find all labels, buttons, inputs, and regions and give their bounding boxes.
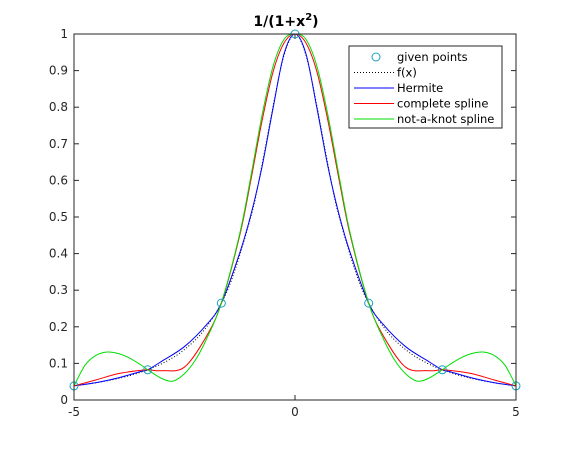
legend-complete-spline-label: complete spline [397,97,488,111]
legend-not-a-knot-spline-label: not-a-knot spline [397,112,494,126]
y-tick-label: 0.3 [49,283,68,297]
plot-frame [73,33,517,401]
legend-hermite-label: Hermite [397,81,443,95]
complete-spline-line [74,34,516,387]
y-tick-label: 0.2 [49,320,68,334]
fx-line [74,34,516,387]
legend: given points f(x)Hermite complete splineno… [348,45,503,129]
legend-given-points-swatch [371,52,381,62]
x-tick-label: 5 [512,405,520,419]
y-tick-label: 0.9 [49,64,68,78]
y-axis: 0 0.1 0.2 0.3 0.4 0.5 0.6 0.7 0.8 0.9 1 [49,27,516,407]
given-point-marker [364,298,374,308]
x-tick-label: 0 [291,405,299,419]
chart-title: 1/(1+x2) [253,12,318,30]
x-tick-label: -5 [68,405,80,419]
y-tick-label: 0.1 [49,356,68,370]
series-layer [74,34,516,387]
given-point-marker [437,365,447,375]
legend-given-points-label: given points [397,50,468,64]
legend-box [348,45,503,129]
y-tick-label: 0 [60,393,68,407]
y-tick-label: 0.7 [49,137,68,151]
hermite-line [74,34,516,387]
y-tick-label: 1 [60,27,68,41]
given-point-marker [216,298,226,308]
y-tick-label: 0.6 [49,173,68,187]
y-tick-label: 0.5 [49,210,68,224]
y-tick-label: 0.4 [49,247,68,261]
y-tick-label: 0.8 [49,100,68,114]
legend-fx-label: f(x) [397,66,417,80]
given-point-marker [143,365,153,375]
not-a-knot-spline-line [74,34,516,387]
